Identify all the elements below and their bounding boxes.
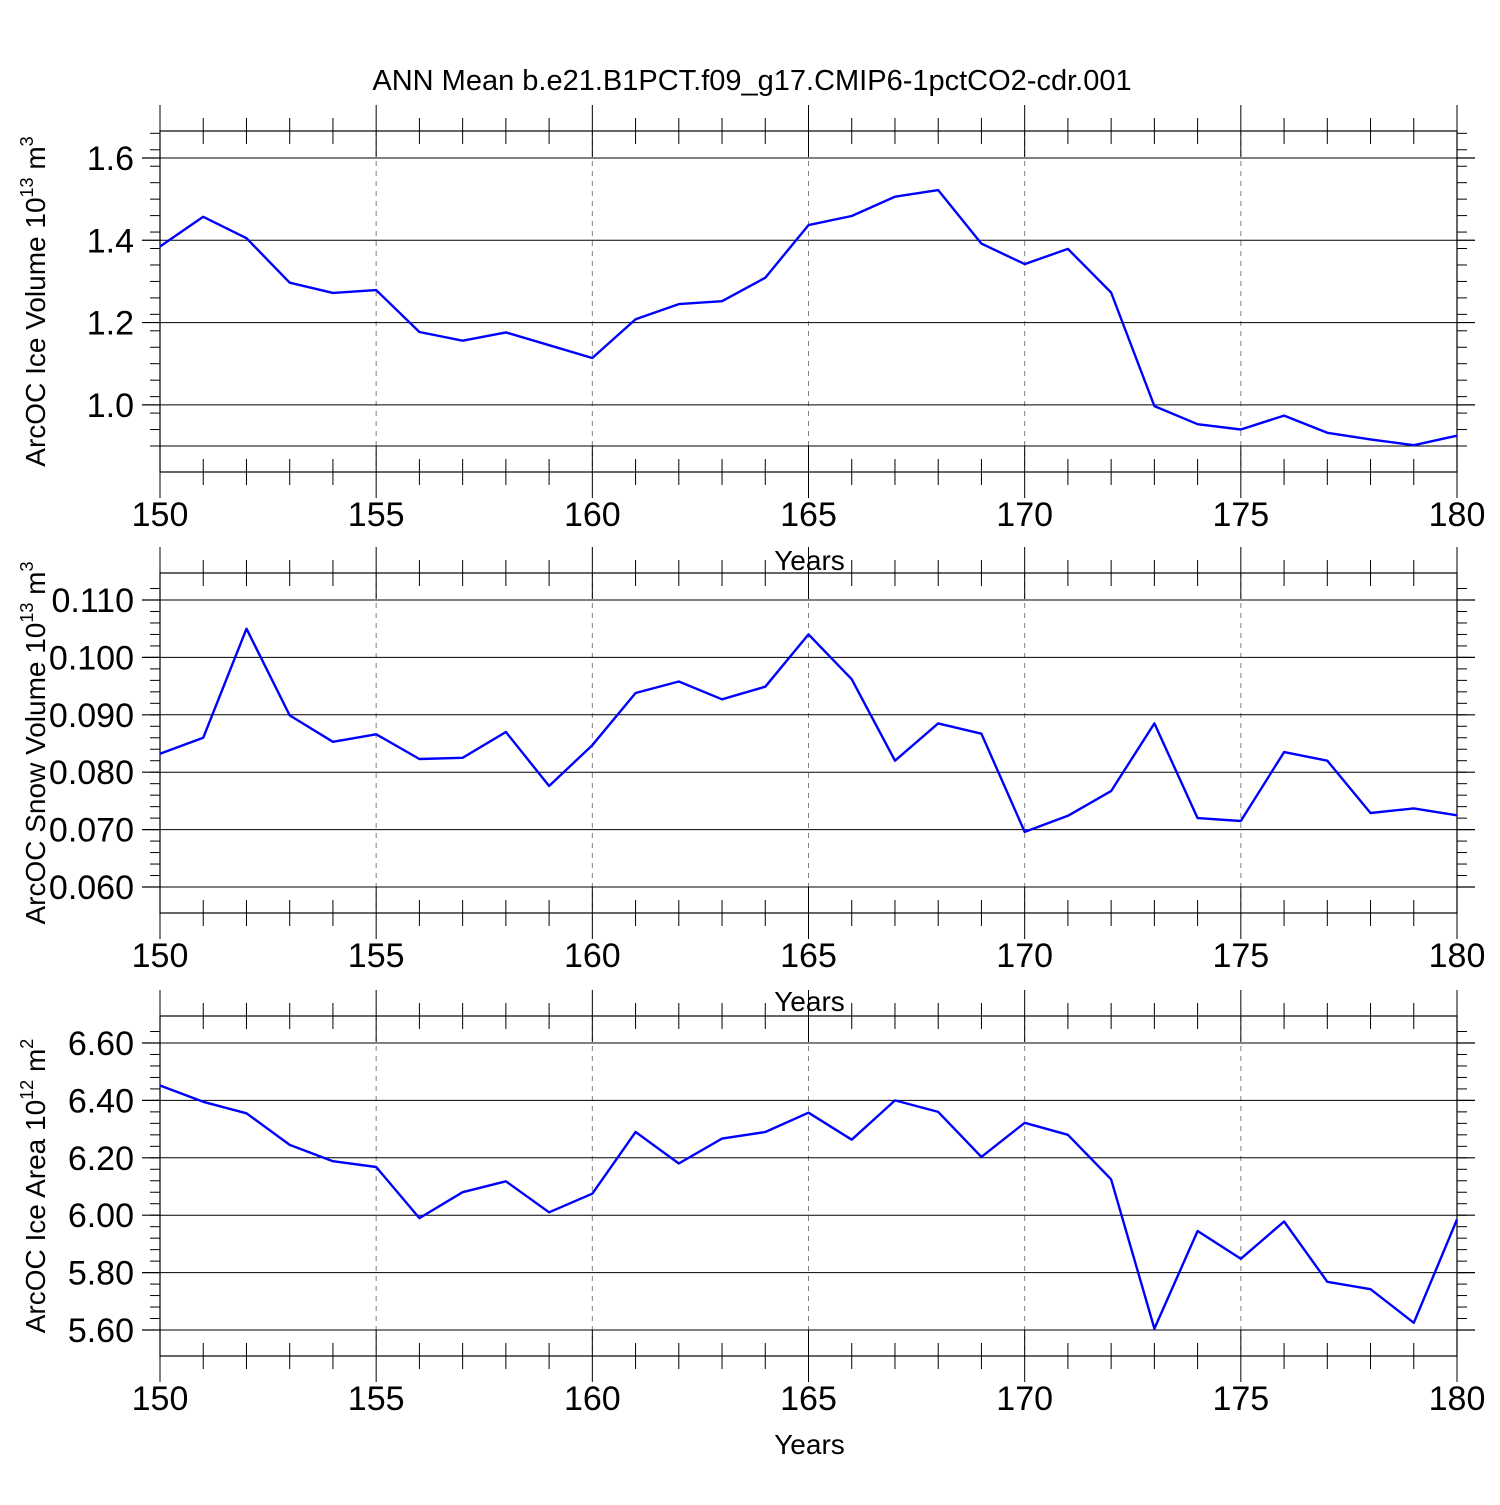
x-axis-label: Years: [774, 986, 845, 1017]
y-tick-label: 6.60: [68, 1025, 134, 1063]
y-tick-label: 0.100: [49, 639, 134, 677]
x-tick-label: 170: [996, 496, 1053, 534]
y-axis-label-exponent: 12: [17, 1080, 37, 1100]
x-tick-label: 175: [1212, 937, 1269, 975]
y-axis-label-unit: m: [20, 571, 51, 602]
x-tick-label: 180: [1429, 937, 1486, 975]
series-line: [159, 1084, 1459, 1330]
x-axis-label: Years: [774, 545, 845, 576]
x-tick-label: 170: [996, 937, 1053, 975]
y-tick-label: 0.080: [49, 754, 134, 792]
y-tick-label: 1.2: [87, 305, 134, 343]
y-axis-label-exponent: 13: [17, 603, 37, 623]
y-tick-label: 0.110: [51, 582, 134, 620]
x-axis-label: Years: [774, 1429, 845, 1460]
x-tick-label: 170: [996, 1380, 1053, 1418]
y-tick-label: 1.4: [87, 222, 134, 260]
chart-panel-2: 0.060 0.070 0.080 0.090 0.100 0.110 150 155 160 1…: [17, 547, 1485, 1017]
x-tick-label: 150: [132, 496, 189, 534]
y-axis-label-unit-exponent: 3: [17, 561, 37, 571]
x-tick-label: 160: [564, 496, 621, 534]
y-tick-label: 5.80: [68, 1255, 134, 1293]
y-axis-label-unit: m: [20, 146, 51, 177]
x-tick-label: 175: [1212, 496, 1269, 534]
y-tick-label: 0.060: [49, 869, 134, 907]
series-line: [159, 627, 1458, 834]
chart-title: ANN Mean b.e21.B1PCT.f09_g17.CMIP6-1pctC…: [372, 65, 1131, 97]
y-tick-label: 6.40: [68, 1082, 134, 1120]
x-tick-label: 155: [348, 937, 405, 975]
x-tick-label: 165: [780, 937, 837, 975]
y-axis-label-text: ArcOC Snow Volume 10: [20, 623, 51, 925]
y-axis-label: ArcOC Ice Area 1012 m2: [17, 1039, 51, 1334]
y-tick-label: 5.60: [68, 1312, 134, 1350]
y-axis-label-exponent: 13: [17, 177, 37, 197]
x-tick-label: 160: [564, 937, 621, 975]
y-axis-label-text: ArcOC Ice Volume 10: [20, 197, 51, 466]
y-tick-label: 1.0: [87, 387, 134, 425]
x-tick-label: 180: [1429, 1380, 1486, 1418]
y-tick-label: 6.20: [68, 1140, 134, 1178]
y-tick-label: 1.6: [87, 140, 134, 178]
x-tick-label: 165: [780, 1380, 837, 1418]
y-axis-label-unit: m: [20, 1049, 51, 1080]
x-tick-label: 165: [780, 496, 837, 534]
chart-panel-3: 5.60 5.80 6.00 6.20 6.40 6.60 150 155 160 165 170 1…: [17, 990, 1485, 1460]
y-tick-label: 6.00: [68, 1197, 134, 1235]
series-line: [159, 188, 1458, 447]
y-axis-label-unit-exponent: 3: [17, 136, 37, 146]
x-tick-label: 175: [1212, 1380, 1269, 1418]
y-axis-label: ArcOC Snow Volume 1013 m3: [17, 561, 51, 924]
x-tick-label: 155: [348, 496, 405, 534]
x-tick-label: 150: [132, 1380, 189, 1418]
x-tick-label: 155: [348, 1380, 405, 1418]
x-tick-label: 150: [132, 937, 189, 975]
chart-panel-1: 1.0 1.2 1.4 1.6 150 155 160 165 170 175 180 Years Ar…: [17, 105, 1485, 576]
y-axis-label-text: ArcOC Ice Area 10: [20, 1100, 51, 1333]
y-axis-label: ArcOC Ice Volume 1013 m3: [17, 136, 51, 466]
x-tick-label: 160: [564, 1380, 621, 1418]
y-tick-label: 0.090: [49, 697, 134, 735]
y-axis-label-unit-exponent: 2: [17, 1039, 37, 1049]
y-tick-label: 0.070: [49, 812, 134, 850]
x-tick-label: 180: [1429, 496, 1486, 534]
